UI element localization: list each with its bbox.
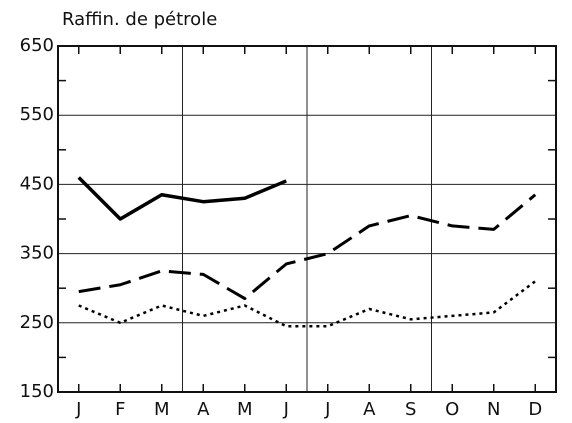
x-tick-label: A <box>197 399 210 420</box>
x-tick-label: J <box>324 399 330 420</box>
x-tick-label: M <box>154 399 170 420</box>
x-tick-label: F <box>115 399 125 420</box>
y-tick-label: 550 <box>20 104 54 125</box>
y-tick-label: 250 <box>20 312 54 333</box>
y-tick-label: 650 <box>20 35 54 56</box>
x-tick-label: D <box>528 399 542 420</box>
line-series <box>77 176 287 221</box>
x-tick-label: J <box>75 399 81 420</box>
y-tick-label: 350 <box>20 243 54 264</box>
plot-frame <box>57 45 557 393</box>
y-tick-label: 450 <box>20 173 54 194</box>
y-tick-label: 150 <box>20 381 54 402</box>
x-tick-label: S <box>405 399 416 420</box>
x-tick-label: A <box>363 399 376 420</box>
x-tick-label: O <box>445 399 459 420</box>
chart-title: Raffin. de pétrole <box>62 9 217 30</box>
line-series <box>78 280 537 328</box>
x-tick-label: J <box>283 399 289 420</box>
x-tick-label: M <box>237 399 253 420</box>
x-tick-label: N <box>487 399 500 420</box>
line-series <box>78 193 537 301</box>
